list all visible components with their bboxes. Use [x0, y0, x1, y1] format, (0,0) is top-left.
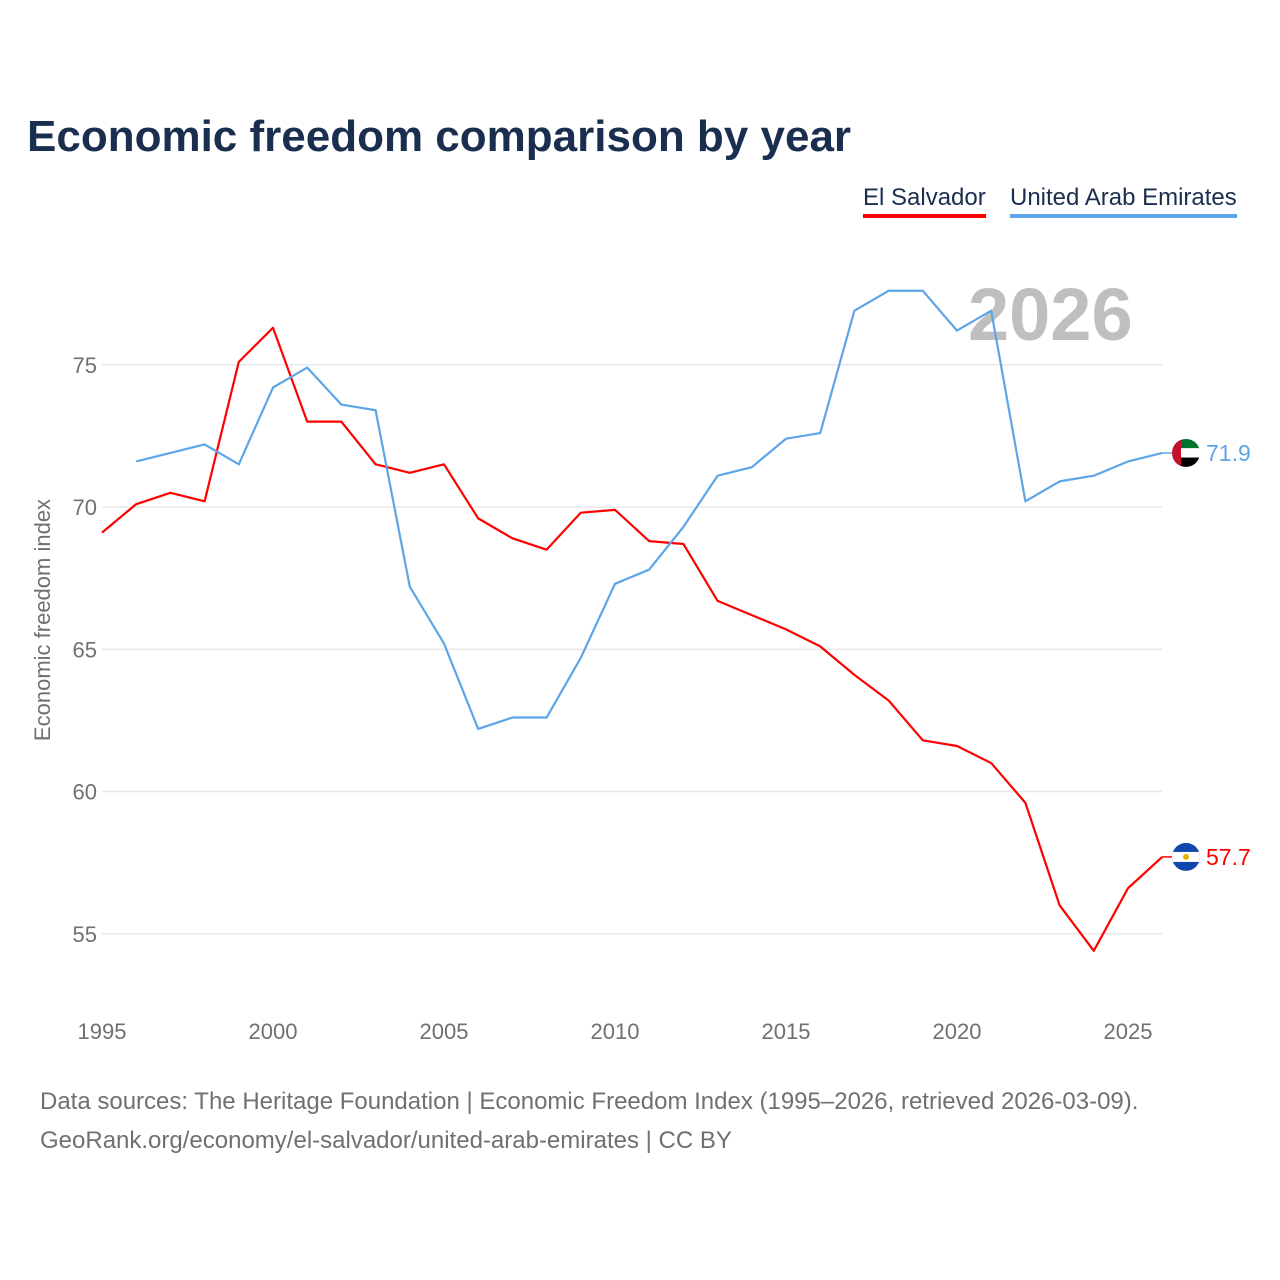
end-value-label: 57.7 — [1206, 844, 1251, 870]
series-line-uae — [135, 289, 1163, 731]
uae-flag-icon — [1172, 438, 1200, 467]
legend-el-salvador[interactable]: El Salvador — [863, 184, 986, 218]
end-value-label: 71.9 — [1206, 440, 1251, 466]
x-tick-label: 2000 — [249, 1019, 298, 1044]
flag-stripe — [1172, 448, 1200, 458]
flag-stripe — [1172, 438, 1181, 467]
x-tick-label: 1995 — [78, 1019, 127, 1044]
flag-body — [1172, 842, 1200, 871]
flag-stripe — [1172, 438, 1200, 449]
el-salvador-flag-icon — [1172, 842, 1200, 871]
y-tick-label: 55 — [73, 922, 97, 947]
flag-emblem — [1183, 853, 1189, 860]
x-tick-label: 2005 — [420, 1019, 469, 1044]
y-tick-label: 65 — [73, 637, 97, 662]
source-line-2: GeoRank.org/economy/el-salvador/united-a… — [40, 1127, 732, 1154]
flag-stripe — [1172, 457, 1200, 467]
x-tick-label: 2025 — [1104, 1019, 1153, 1044]
y-tick-label: 75 — [73, 353, 97, 378]
y-tick-label: 60 — [73, 780, 97, 805]
series-line-el-salvador — [101, 326, 1163, 952]
chart-title: Economic freedom comparison by year — [27, 112, 852, 161]
y-axis-label: Economic freedom index — [30, 499, 55, 741]
year-watermark: 2026 — [968, 273, 1133, 356]
y-tick-label: 70 — [73, 495, 97, 520]
x-tick-label: 2015 — [762, 1019, 811, 1044]
x-tick-label: 2020 — [933, 1019, 982, 1044]
source-line-1: Data sources: The Heritage Foundation | … — [40, 1088, 1139, 1115]
legend-united-arab-emirates[interactable]: United Arab Emirates — [1010, 184, 1237, 218]
x-tick-label: 2010 — [591, 1019, 640, 1044]
flag-body — [1172, 438, 1200, 467]
